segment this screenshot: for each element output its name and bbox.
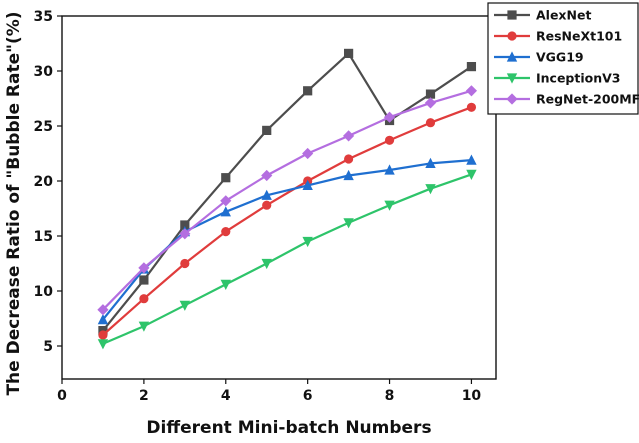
data-point	[466, 62, 477, 72]
y-tick-label: 10	[34, 284, 54, 300]
y-axis-title: The Decrease Ratio of "Bubble Rate"(%)	[4, 11, 24, 395]
data-point	[179, 300, 191, 311]
x-tick-label: 2	[139, 388, 149, 404]
legend-item: AlexNet	[494, 8, 591, 23]
x-axis-title: Different Mini-batch Numbers	[146, 418, 431, 438]
data-point	[425, 118, 436, 128]
plot-frame	[61, 15, 497, 380]
data-point	[343, 169, 354, 181]
data-point	[466, 154, 477, 165]
x-tick-label: 4	[221, 388, 231, 404]
legend-item: VGG19	[494, 50, 584, 65]
legend-swatch-marker	[507, 31, 517, 41]
data-point	[302, 147, 314, 160]
legend-label: AlexNet	[536, 8, 591, 23]
data-point	[384, 135, 395, 145]
series-line	[102, 159, 472, 321]
data-point	[138, 321, 150, 332]
y-tick-label: 15	[34, 229, 53, 245]
data-point	[466, 169, 477, 180]
legend-item: RegNet-200MF	[494, 92, 639, 107]
x-tick-label: 8	[385, 388, 395, 404]
data-point	[302, 179, 313, 190]
series-line	[102, 173, 472, 345]
data-point	[180, 220, 190, 230]
data-point	[220, 195, 232, 207]
data-point	[261, 169, 273, 182]
series-resnext101	[98, 102, 477, 340]
x-tick-label: 10	[462, 388, 482, 404]
series-layer	[97, 48, 478, 350]
axes: 0 2 4 6 8 10 5 10 15 20 25 30 35	[34, 9, 497, 404]
data-point	[97, 314, 109, 325]
data-point	[138, 262, 150, 274]
data-point	[97, 339, 109, 350]
data-point	[303, 86, 313, 96]
x-tick-label: 0	[57, 388, 67, 404]
series-line	[102, 106, 472, 336]
legend-label: RegNet-200MF	[536, 92, 639, 107]
legend-label: ResNeXt101	[536, 29, 622, 44]
data-point	[220, 206, 231, 217]
y-tick-label: 25	[34, 119, 53, 135]
data-point	[139, 294, 149, 304]
legend-swatch-marker	[506, 93, 518, 105]
series-vgg19	[97, 154, 477, 325]
data-point	[343, 130, 355, 142]
y-tick-label: 35	[34, 9, 53, 25]
y-tick-label: 20	[34, 174, 54, 190]
series-regnet-200mf	[97, 85, 478, 316]
series-alexnet	[98, 48, 477, 336]
legend-swatch-marker	[506, 73, 518, 84]
legend-label: InceptionV3	[536, 71, 621, 86]
legend-swatch-marker	[506, 51, 518, 62]
data-point	[424, 97, 437, 109]
series-line	[102, 52, 473, 332]
y-tick-label: 30	[34, 64, 54, 80]
legend-swatch-marker	[507, 10, 517, 20]
data-point	[221, 227, 231, 237]
data-point	[179, 228, 191, 240]
legend-label: VGG19	[536, 50, 584, 65]
legend-item: ResNeXt101	[494, 29, 622, 44]
data-point	[383, 111, 396, 123]
data-point	[139, 275, 149, 285]
data-point	[343, 218, 354, 229]
data-point	[344, 154, 354, 164]
data-point	[344, 48, 354, 58]
data-point	[221, 173, 231, 183]
data-point	[466, 102, 477, 112]
series-line	[102, 89, 472, 311]
data-point	[302, 236, 313, 248]
data-point	[425, 184, 436, 195]
data-point	[220, 279, 231, 290]
data-point	[261, 189, 272, 200]
data-point	[97, 304, 109, 316]
data-point	[465, 85, 478, 97]
data-point	[262, 200, 272, 210]
data-point	[180, 258, 190, 269]
data-point	[98, 330, 108, 340]
data-point	[425, 89, 436, 99]
data-point	[425, 157, 436, 168]
x-tick-label: 6	[303, 388, 313, 404]
legend: AlexNet ResNeXt101 VGG19 InceptionV3 RegNet-…	[487, 2, 639, 115]
data-point	[384, 164, 395, 175]
y-tick-label: 5	[43, 339, 53, 355]
series-inceptionv3	[97, 169, 477, 350]
data-point	[261, 258, 272, 270]
legend-item: InceptionV3	[494, 71, 621, 86]
data-point	[262, 125, 272, 135]
data-point	[384, 200, 395, 211]
